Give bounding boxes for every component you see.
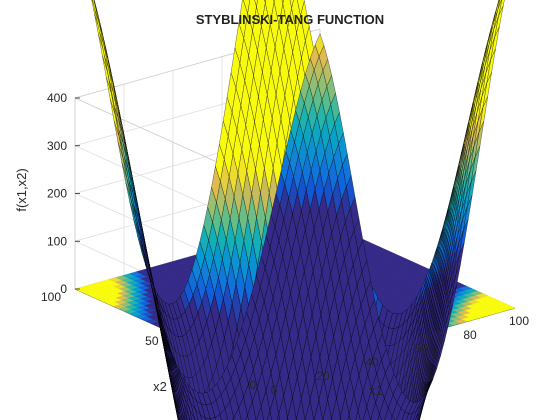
z-tick-label: 100	[47, 234, 67, 248]
x-tick-label: 100	[509, 314, 529, 328]
x-tick-label: 0	[271, 383, 278, 397]
x-tick-label: 20	[316, 369, 330, 383]
z-tick-label: 0	[60, 282, 67, 296]
surface-mesh	[91, 0, 505, 420]
z-axis-label: f(x1,x2)	[14, 168, 29, 211]
y-tick-label: 50	[145, 334, 159, 348]
x-axis-label: x1	[369, 383, 383, 398]
chart-title: STYBLINSKI-TANG FUNCTION	[196, 12, 384, 27]
z-tick-label: 400	[47, 91, 67, 105]
y-tick-label: 0	[249, 378, 256, 392]
z-tick-label: 300	[47, 139, 67, 153]
x-tick-label: 60	[414, 342, 428, 356]
x-tick-label: 40	[365, 355, 379, 369]
z-tick-label: 200	[47, 187, 67, 201]
y-tick-label: 100	[41, 290, 61, 304]
x-tick-label: 80	[463, 328, 477, 342]
y-axis-label: x2	[153, 379, 167, 394]
